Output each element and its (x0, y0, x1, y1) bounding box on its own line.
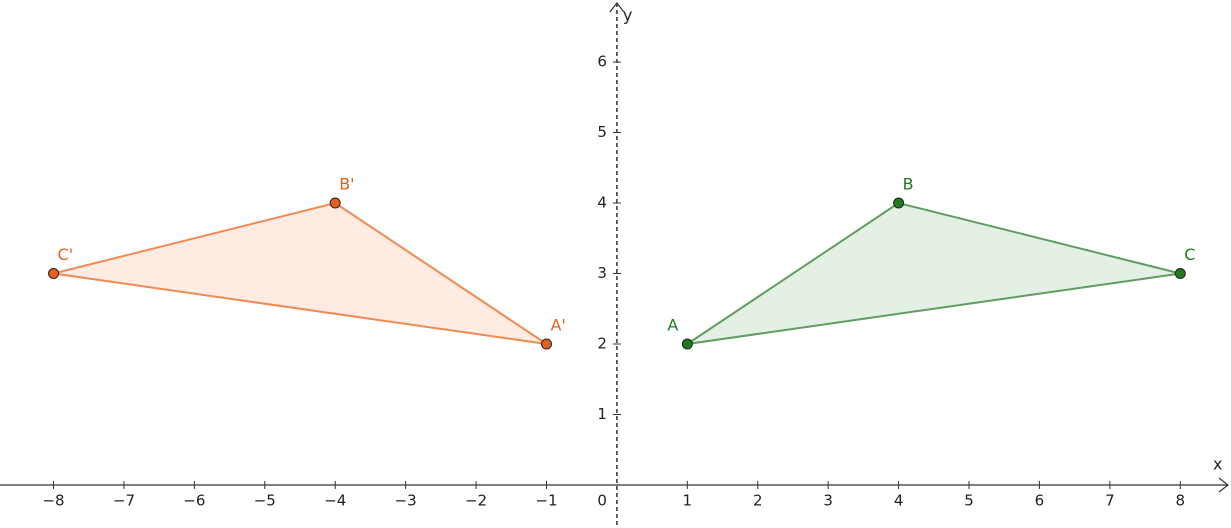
point-label: B (903, 175, 914, 194)
y-tick-label: 4 (597, 194, 607, 212)
point-label: A' (550, 316, 565, 335)
x-tick-label: 2 (753, 491, 763, 509)
x-tick-label: 7 (1105, 491, 1115, 509)
x-tick-label: −2 (465, 491, 487, 509)
x-tick-label: −6 (183, 491, 205, 509)
triangle (686, 201, 1181, 346)
x-tick-label: 1 (683, 491, 693, 509)
x-axis-label: x (1213, 454, 1222, 473)
triangle (53, 201, 548, 346)
x-tick-label: 6 (1035, 491, 1045, 509)
point-label: C (1184, 245, 1195, 264)
point-label: C' (58, 245, 74, 264)
point-label: A (667, 316, 678, 335)
x-arrow (1218, 477, 1229, 493)
x-tick-label: 4 (894, 491, 904, 509)
x-tick-label: −3 (395, 491, 417, 509)
x-tick-label: 8 (1176, 491, 1186, 509)
x-tick-label: −4 (324, 491, 346, 509)
y-tick-label: 1 (597, 405, 607, 423)
point (681, 338, 693, 350)
x-tick-label: −8 (42, 491, 64, 509)
x-tick-label: −5 (254, 491, 276, 509)
point (329, 197, 341, 209)
x-tick-label: −7 (113, 491, 135, 509)
y-tick-label: 3 (597, 264, 607, 282)
y-tick-label: 5 (597, 123, 607, 141)
x-tick-label: 3 (823, 491, 833, 509)
point (540, 338, 552, 350)
x-tick-label: −1 (535, 491, 557, 509)
y-tick-label: 2 (597, 335, 607, 353)
y-arrow (609, 2, 625, 13)
point (1174, 268, 1186, 280)
point (48, 268, 60, 280)
x-tick-label: 0 (597, 491, 607, 509)
y-axis-label: y (623, 6, 632, 25)
point-label: B' (339, 175, 354, 194)
point (893, 197, 905, 209)
y-tick-label: 6 (597, 53, 607, 71)
x-tick-label: 5 (964, 491, 974, 509)
